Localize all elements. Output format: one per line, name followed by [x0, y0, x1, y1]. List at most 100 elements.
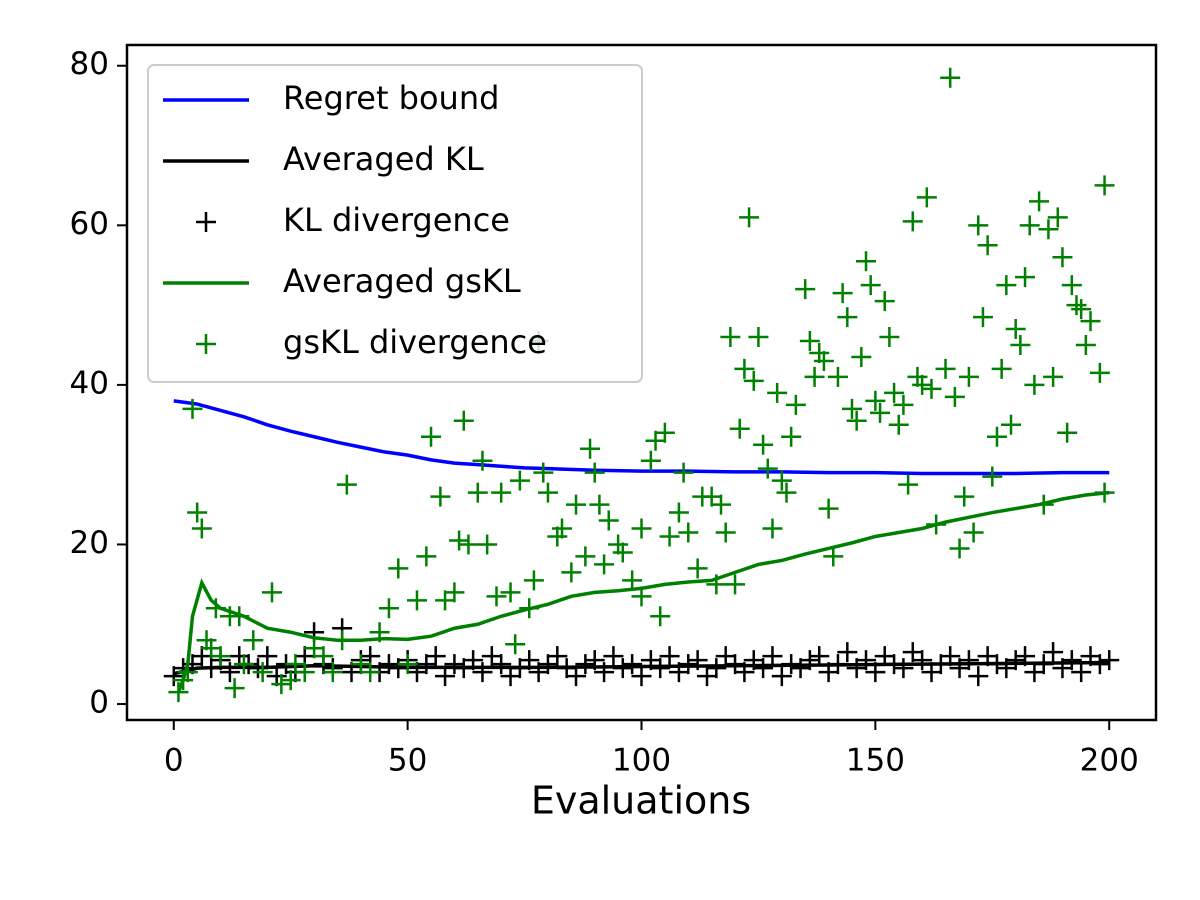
scatter-marker [378, 598, 399, 619]
scatter-marker [449, 530, 470, 551]
scatter-marker [1047, 207, 1068, 228]
scatter-marker [949, 538, 970, 559]
scatter-marker [753, 434, 774, 455]
scatter-marker [182, 398, 203, 419]
scatter-marker [210, 646, 231, 667]
scatter-marker [201, 658, 222, 679]
scatter-marker [1033, 654, 1054, 675]
scatter-marker [1089, 362, 1110, 383]
scatter-marker [1010, 335, 1031, 355]
scatter-marker [388, 558, 409, 579]
scatter-marker [261, 582, 282, 603]
scatter-marker [645, 430, 666, 451]
scatter-marker [1080, 311, 1101, 332]
scatter-marker [930, 654, 951, 675]
scatter-marker [191, 518, 212, 539]
scatter-marker [739, 207, 760, 228]
scatter-marker [1043, 642, 1064, 663]
scatter-marker [884, 382, 905, 403]
scatter-marker [902, 642, 923, 663]
scatter-marker [168, 682, 189, 703]
scatter-marker [804, 366, 825, 387]
scatter-marker [1019, 215, 1040, 236]
scatter-marker [711, 494, 732, 515]
scatter-marker [294, 662, 315, 683]
scatter-marker [187, 502, 208, 523]
scatter-marker [832, 283, 853, 304]
scatter-marker [580, 438, 601, 459]
scatter-marker [921, 662, 942, 683]
scatter-marker [435, 666, 456, 687]
scatter-marker [809, 342, 830, 363]
scatter-marker [430, 486, 451, 507]
scatter-marker [425, 646, 446, 667]
scatter-marker [715, 646, 736, 667]
scatter-marker [547, 646, 568, 667]
scatter-marker [1094, 175, 1115, 196]
legend-label: Regret bound [283, 79, 499, 117]
scatter-marker [280, 670, 301, 691]
scatter-marker [921, 378, 942, 399]
scatter-marker [378, 654, 399, 675]
scatter-marker [191, 646, 212, 667]
scatter-marker [753, 658, 774, 679]
scatter-marker [809, 646, 830, 667]
scatter-marker [972, 307, 993, 328]
scatter-marker [748, 327, 769, 348]
scatter-marker [219, 662, 240, 683]
scatter-marker [397, 654, 418, 675]
scatter-marker [491, 482, 512, 503]
scatter-marker [874, 291, 895, 312]
scatter-marker [584, 462, 605, 483]
scatter-marker [1043, 366, 1064, 387]
scatter-marker [505, 634, 526, 655]
scatter-marker [1024, 374, 1045, 395]
scatter-marker [341, 662, 362, 683]
scatter-marker [640, 650, 661, 671]
scatter-marker [771, 666, 792, 687]
scatter-marker [304, 638, 325, 659]
scatter-marker [743, 650, 764, 671]
x-tick-label: 150 [846, 743, 905, 779]
scatter-marker [860, 275, 881, 296]
scatter-marker [799, 331, 820, 352]
scatter-marker [603, 646, 624, 667]
scatter-marker [252, 662, 273, 683]
scatter-marker [888, 414, 909, 435]
scatter-marker [977, 235, 998, 256]
scatter-marker [916, 187, 937, 208]
scatter-marker [785, 394, 806, 415]
scatter-marker [926, 514, 947, 535]
scatter-marker [472, 662, 493, 683]
scatter-marker [762, 518, 783, 539]
scatter-marker [940, 67, 961, 88]
scatter-marker [841, 398, 862, 419]
scatter-marker [650, 606, 671, 627]
x-tick-label: 0 [164, 743, 184, 779]
scatter-marker [622, 654, 643, 675]
scatter-marker [229, 606, 250, 627]
scatter-marker [935, 358, 956, 379]
scatter-marker [799, 650, 820, 671]
scatter-marker [781, 654, 802, 675]
scatter-marker [369, 622, 390, 643]
scatter-marker [898, 474, 919, 495]
scatter-marker [406, 662, 427, 683]
scatter-marker [729, 418, 750, 439]
scatter-marker [986, 426, 1007, 447]
scatter-marker [977, 646, 998, 667]
scatter-marker [533, 462, 554, 483]
scatter-marker [589, 494, 610, 515]
scatter-marker [884, 654, 905, 675]
scatter-marker [958, 650, 979, 671]
scatter-marker [879, 327, 900, 348]
scatter-marker [715, 522, 736, 543]
scatter-marker [795, 279, 816, 300]
scatter-marker [958, 366, 979, 387]
scatter-marker [650, 658, 671, 679]
y-tick-label: 40 [70, 365, 109, 401]
scatter-marker [678, 522, 699, 543]
scatter-marker [444, 654, 465, 675]
scatter-marker [631, 586, 652, 607]
